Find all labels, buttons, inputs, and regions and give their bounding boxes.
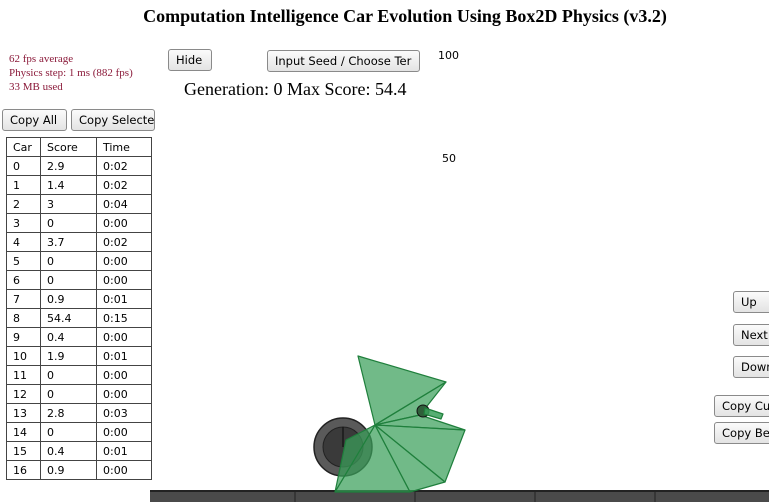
table-row[interactable]: 12 0 0:00 xyxy=(6,384,152,404)
score-cell: 54.4 xyxy=(40,308,97,328)
header-car: Car xyxy=(6,137,41,157)
score-cell: 0 xyxy=(40,422,97,442)
score-cell: 0 xyxy=(40,270,97,290)
ground-track xyxy=(150,490,769,502)
car-cell: 15 xyxy=(6,441,41,461)
time-cell: 0:02 xyxy=(96,156,152,176)
table-row[interactable]: 8 54.4 0:15 xyxy=(6,308,152,328)
score-cell: 0.9 xyxy=(40,289,97,309)
table-row[interactable]: 3 0 0:00 xyxy=(6,213,152,233)
copy-selected-button[interactable]: Copy Selecte xyxy=(71,109,155,131)
hide-button[interactable]: Hide xyxy=(168,49,212,71)
time-cell: 0:02 xyxy=(96,232,152,252)
table-row[interactable]: 9 0.4 0:00 xyxy=(6,327,152,347)
time-cell: 0:02 xyxy=(96,175,152,195)
time-cell: 0:04 xyxy=(96,194,152,214)
score-cell: 2.9 xyxy=(40,156,97,176)
time-cell: 0:15 xyxy=(96,308,152,328)
table-row[interactable]: 1 1.4 0:02 xyxy=(6,175,152,195)
car-score-table: Car Score Time 0 2.9 0:02 1 1.4 0:02 2 3 0:04 3 0 0… xyxy=(6,137,152,480)
car-cell: 10 xyxy=(6,346,41,366)
table-row[interactable]: 2 3 0:04 xyxy=(6,194,152,214)
table-row[interactable]: 6 0 0:00 xyxy=(6,270,152,290)
time-cell: 0:00 xyxy=(96,460,152,480)
down-button[interactable]: Down xyxy=(733,356,769,378)
score-cell: 3.7 xyxy=(40,232,97,252)
time-cell: 0:03 xyxy=(96,403,152,423)
table-row[interactable]: 15 0.4 0:01 xyxy=(6,441,152,461)
score-cell: 0 xyxy=(40,384,97,404)
physics-step-readout: Physics step: 1 ms (882 fps) xyxy=(9,67,133,79)
table-row[interactable]: 11 0 0:00 xyxy=(6,365,152,385)
generation-score-readout: Generation: 0 Max Score: 54.4 xyxy=(184,79,407,99)
car-cell: 0 xyxy=(6,156,41,176)
table-row[interactable]: 16 0.9 0:00 xyxy=(6,460,152,480)
table-row[interactable]: 4 3.7 0:02 xyxy=(6,232,152,252)
next-button[interactable]: Next xyxy=(733,324,769,346)
score-cell: 0 xyxy=(40,213,97,233)
car-cell: 12 xyxy=(6,384,41,404)
score-cell: 2.8 xyxy=(40,403,97,423)
car-cell: 1 xyxy=(6,175,41,195)
header-score: Score xyxy=(40,137,97,157)
table-row[interactable]: 13 2.8 0:03 xyxy=(6,403,152,423)
score-cell: 0.4 xyxy=(40,441,97,461)
car-model xyxy=(313,355,466,493)
time-cell: 0:01 xyxy=(96,346,152,366)
time-cell: 0:00 xyxy=(96,384,152,404)
graph-scale-top: 100 xyxy=(438,49,459,62)
performance-stats: 62 fps average Physics step: 1 ms (882 f… xyxy=(9,52,133,94)
car-cell: 2 xyxy=(6,194,41,214)
copy-best-button[interactable]: Copy Be xyxy=(714,422,769,444)
car-cell: 5 xyxy=(6,251,41,271)
score-cell: 0 xyxy=(40,365,97,385)
table-header-row: Car Score Time xyxy=(6,137,152,157)
table-row[interactable]: 14 0 0:00 xyxy=(6,422,152,442)
car-cell: 7 xyxy=(6,289,41,309)
header-time: Time xyxy=(96,137,152,157)
car-cell: 3 xyxy=(6,213,41,233)
time-cell: 0:00 xyxy=(96,213,152,233)
input-seed-button[interactable]: Input Seed / Choose Ter xyxy=(267,50,420,72)
score-cell: 1.9 xyxy=(40,346,97,366)
copy-current-button[interactable]: Copy Cu xyxy=(714,395,769,417)
car-cell: 16 xyxy=(6,460,41,480)
time-cell: 0:00 xyxy=(96,422,152,442)
table-row[interactable]: 0 2.9 0:02 xyxy=(6,156,152,176)
memory-readout: 33 MB used xyxy=(9,81,63,93)
time-cell: 0:01 xyxy=(96,289,152,309)
up-button[interactable]: Up xyxy=(733,291,769,313)
car-cell: 4 xyxy=(6,232,41,252)
fps-readout: 62 fps average xyxy=(9,53,74,65)
car-cell: 14 xyxy=(6,422,41,442)
table-row[interactable]: 5 0 0:00 xyxy=(6,251,152,271)
car-cell: 13 xyxy=(6,403,41,423)
time-cell: 0:00 xyxy=(96,251,152,271)
score-cell: 0 xyxy=(40,251,97,271)
time-cell: 0:00 xyxy=(96,327,152,347)
car-cell: 11 xyxy=(6,365,41,385)
graph-scale-mid: 50 xyxy=(442,152,456,165)
score-cell: 1.4 xyxy=(40,175,97,195)
page-title: Computation Intelligence Car Evolution U… xyxy=(143,6,667,26)
time-cell: 0:00 xyxy=(96,270,152,290)
table-row[interactable]: 7 0.9 0:01 xyxy=(6,289,152,309)
score-cell: 3 xyxy=(40,194,97,214)
copy-all-button[interactable]: Copy All xyxy=(2,109,67,131)
car-cell: 9 xyxy=(6,327,41,347)
car-cell: 8 xyxy=(6,308,41,328)
car-chassis xyxy=(334,355,466,493)
score-cell: 0.4 xyxy=(40,327,97,347)
score-cell: 0.9 xyxy=(40,460,97,480)
table-row[interactable]: 10 1.9 0:01 xyxy=(6,346,152,366)
time-cell: 0:01 xyxy=(96,441,152,461)
car-small-wheel xyxy=(416,404,444,420)
time-cell: 0:00 xyxy=(96,365,152,385)
car-cell: 6 xyxy=(6,270,41,290)
